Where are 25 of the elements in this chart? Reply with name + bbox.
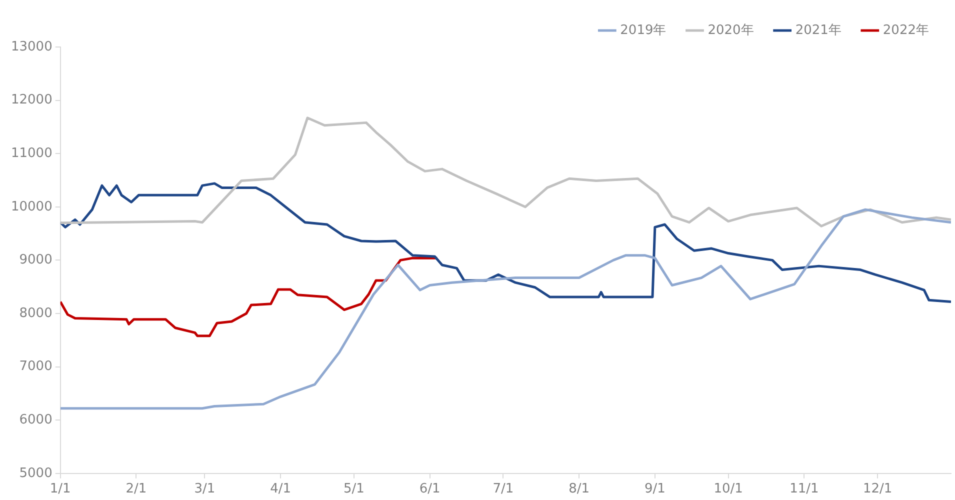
x-tick-label: 3/1: [194, 482, 216, 497]
legend-label: 2022年: [882, 22, 930, 38]
x-tick-label: 6/1: [419, 482, 440, 497]
x-tick-label: 11/1: [790, 482, 819, 497]
y-tick-label: 11000: [10, 146, 52, 161]
y-tick-label: 9000: [19, 252, 52, 268]
x-tick-label: 8/1: [568, 482, 590, 497]
y-tick-label: 10000: [10, 199, 52, 214]
x-tick-label: 2/1: [126, 482, 147, 497]
x-tick-label: 12/1: [862, 482, 892, 497]
x-tick-label: 4/1: [270, 482, 292, 497]
y-tick-label: 12000: [10, 92, 52, 108]
x-tick-label: 9/1: [644, 482, 666, 497]
legend-label: 2021年: [795, 22, 842, 38]
x-tick-label: 5/1: [344, 482, 364, 497]
y-tick-label: 7000: [19, 359, 52, 374]
y-tick-label: 8000: [19, 306, 52, 321]
x-tick-label: 10/1: [714, 482, 743, 497]
y-tick-label: 6000: [19, 412, 52, 428]
legend-label: 2019年: [620, 22, 666, 38]
legend-label: 2020年: [708, 22, 754, 38]
x-tick-label: 7/1: [492, 482, 514, 497]
x-tick-label: 1/1: [50, 482, 71, 497]
y-tick-label: 5000: [19, 466, 52, 481]
y-tick-label: 13000: [10, 39, 52, 54]
